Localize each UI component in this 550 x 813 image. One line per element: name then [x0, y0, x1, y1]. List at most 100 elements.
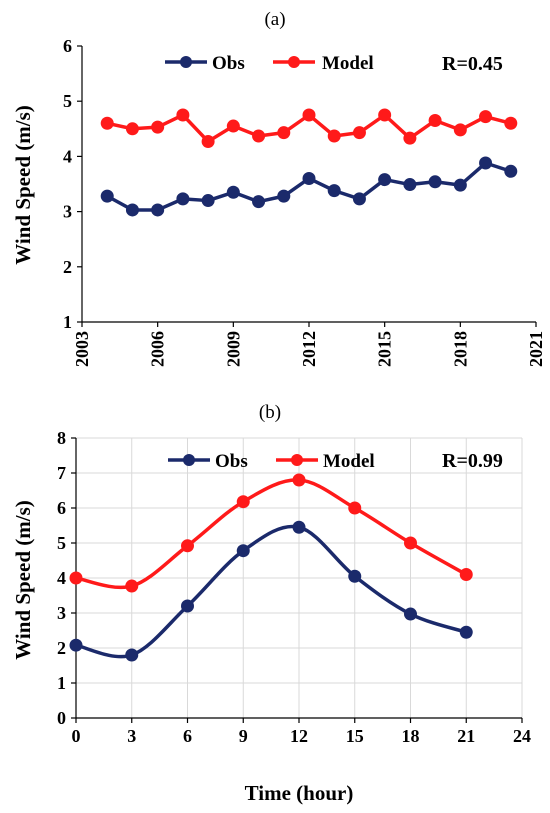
legend-obs-label: Obs [212, 53, 245, 74]
panel-a-ticks: 1 2 3 4 5 6 2003 2006 2009 2012 2015 2018 2021 [63, 36, 546, 367]
data-point-model [151, 120, 165, 134]
data-point-obs [352, 192, 366, 206]
data-point-model [453, 123, 467, 137]
x-tick-label: 6 [183, 726, 192, 746]
panel-b: (b) Wind Speed (m/s) Time (hour) 0 12 3 4 5 6… [11, 402, 531, 805]
data-point-obs [277, 189, 291, 203]
data-point-model [226, 119, 240, 133]
data-point-obs [125, 203, 139, 217]
y-tick-label: 6 [57, 498, 66, 518]
x-tick-label: 21 [457, 726, 475, 746]
data-point-obs [479, 156, 493, 170]
series-line-obs [106, 161, 512, 212]
data-point-model [479, 110, 493, 124]
data-point-model [459, 568, 473, 581]
data-point-obs [404, 607, 417, 621]
y-tick-label: 6 [63, 36, 72, 56]
y-tick-label: 5 [63, 91, 72, 111]
data-point-model [352, 126, 366, 140]
panel-b-r-annotation: R=0.99 [442, 450, 503, 472]
panel-a-series [100, 108, 518, 217]
data-point-obs [236, 544, 250, 558]
panel-b-legend: Obs Model [168, 451, 375, 472]
data-point-obs [327, 184, 341, 198]
y-tick-label: 0 [57, 708, 66, 728]
legend-model-label: Model [322, 53, 374, 74]
data-point-obs [176, 192, 190, 206]
data-point-model [236, 495, 250, 509]
data-point-model [378, 108, 392, 122]
data-point-model [292, 473, 306, 487]
x-tick-label: 2012 [299, 331, 319, 367]
data-point-obs [292, 520, 306, 534]
legend-model-label: Model [323, 451, 375, 472]
y-tick-label: 4 [63, 146, 72, 166]
data-point-model [252, 129, 266, 143]
panel-a-label: (a) [264, 9, 285, 30]
panel-a-y-axis-label: Wind Speed (m/s) [11, 105, 35, 264]
data-point-model [125, 122, 139, 136]
data-point-model [302, 108, 316, 122]
legend-obs-marker [180, 56, 192, 68]
data-point-obs [69, 638, 83, 652]
panel-b-y-axis-label: Wind Speed (m/s) [11, 500, 35, 659]
data-point-obs [453, 178, 467, 192]
x-tick-label: 2018 [450, 331, 470, 367]
y-tick-label: 8 [57, 428, 66, 448]
x-tick-label: 2015 [375, 331, 395, 367]
x-tick-label: 12 [290, 726, 308, 746]
x-tick-label: 2006 [148, 331, 168, 367]
data-point-obs [125, 648, 139, 662]
data-point-obs [181, 599, 194, 613]
data-point-obs [252, 195, 266, 209]
panel-a-axes [77, 45, 537, 327]
y-tick-label: 2 [57, 638, 66, 658]
y-tick-label: 2 [63, 257, 72, 277]
x-tick-label: 24 [513, 726, 531, 746]
data-point-obs [403, 178, 417, 192]
data-point-obs [201, 194, 215, 208]
panel-b-x-axis-label: Time (hour) [245, 781, 354, 805]
y-tick-label: 7 [57, 463, 66, 483]
data-point-model [404, 536, 417, 550]
data-point-model [69, 571, 83, 585]
panel-b-label: (b) [259, 402, 281, 423]
legend-model-marker [288, 56, 300, 68]
data-point-model [403, 131, 417, 145]
x-tick-label: 2003 [72, 331, 92, 367]
data-point-model [348, 501, 362, 515]
x-tick-label: 3 [127, 726, 136, 746]
x-tick-label: 9 [239, 726, 248, 746]
y-tick-label: 4 [57, 568, 66, 588]
panel-a: (a) Wind Speed (m/s) 1 2 3 4 5 6 2003 2006 2009 2… [11, 9, 546, 367]
x-tick-label: 0 [72, 726, 81, 746]
legend-obs-marker [183, 454, 195, 466]
data-point-model [504, 116, 518, 130]
data-point-obs [504, 164, 518, 178]
panel-b-series [69, 473, 473, 662]
data-point-model [100, 116, 114, 130]
data-point-obs [348, 569, 362, 583]
data-point-obs [378, 173, 392, 187]
series-line-obs [75, 524, 467, 659]
x-tick-label: 2021 [526, 331, 546, 367]
data-point-model [428, 114, 442, 128]
data-point-model [181, 539, 194, 553]
data-point-model [125, 579, 139, 593]
data-point-model [176, 108, 190, 122]
data-point-obs [151, 203, 165, 217]
data-point-model [277, 126, 291, 140]
x-tick-label: 2009 [223, 331, 243, 367]
x-tick-label: 15 [346, 726, 364, 746]
data-point-model [327, 129, 341, 143]
y-tick-label: 3 [57, 603, 66, 623]
data-point-obs [428, 175, 442, 189]
panel-a-legend: Obs Model [165, 53, 374, 74]
data-point-obs [226, 185, 240, 199]
legend-model-marker [291, 454, 303, 466]
y-tick-label: 5 [57, 533, 66, 553]
y-tick-label: 3 [63, 202, 72, 222]
data-point-obs [302, 171, 316, 185]
